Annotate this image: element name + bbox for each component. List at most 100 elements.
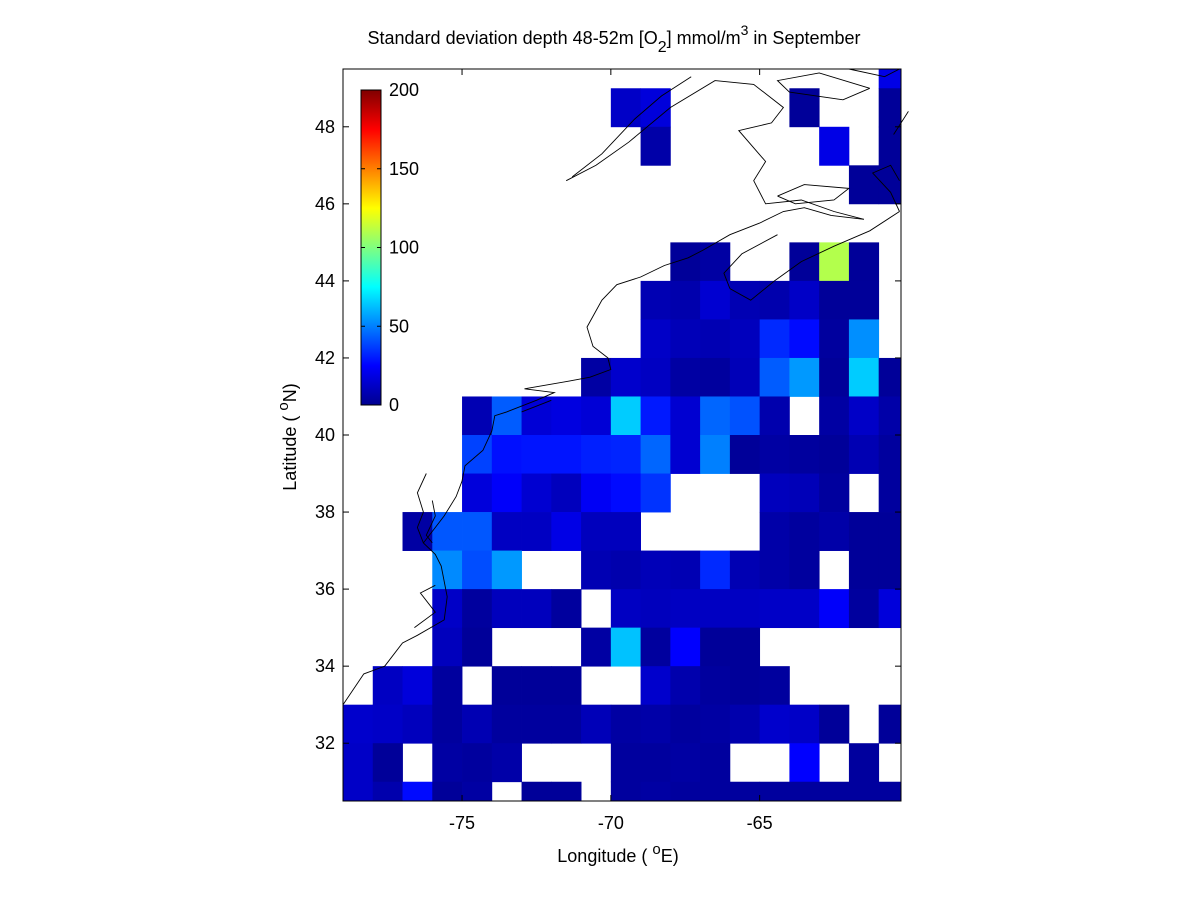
heatmap-cell bbox=[700, 781, 731, 802]
heatmap-cell bbox=[759, 589, 790, 629]
heatmap-cell bbox=[700, 550, 731, 590]
coastline bbox=[342, 68, 909, 705]
colorbar-ticks: 0 50 100 150 200 bbox=[361, 80, 419, 415]
heatmap-cell bbox=[640, 473, 671, 513]
heatmap-cell bbox=[581, 627, 612, 667]
heatmap-cell bbox=[759, 473, 790, 513]
heatmap-cell bbox=[819, 357, 850, 397]
heatmap-cell bbox=[848, 743, 880, 783]
heatmap-cell bbox=[670, 781, 701, 802]
chart-title: Standard deviation depth 48-52m [O2] mmo… bbox=[368, 22, 861, 56]
heatmap-cell bbox=[432, 781, 463, 802]
heatmap-cell bbox=[848, 280, 880, 320]
heatmap-cell bbox=[402, 704, 433, 744]
heatmap-cell bbox=[551, 781, 582, 802]
heatmap-cell bbox=[878, 126, 902, 166]
heatmap-cell bbox=[372, 743, 403, 783]
heatmap-cell bbox=[759, 357, 790, 397]
heatmap-cell bbox=[700, 589, 731, 629]
heatmap-cell bbox=[670, 550, 701, 590]
y-tick-label: 48 bbox=[315, 117, 335, 137]
heatmap-cell bbox=[640, 666, 671, 706]
y-tick-label: 36 bbox=[315, 579, 335, 599]
coastline-path bbox=[571, 76, 692, 178]
heatmap-cell bbox=[878, 781, 902, 802]
heatmap-cell bbox=[789, 242, 820, 282]
heatmap-cell bbox=[462, 589, 493, 629]
heatmap-cell bbox=[789, 512, 820, 551]
heatmap-cell bbox=[640, 357, 671, 397]
x-tick-label: -70 bbox=[598, 813, 624, 833]
heatmap-cell bbox=[521, 396, 552, 436]
heatmap-cell bbox=[729, 704, 761, 744]
heatmap-cell bbox=[848, 435, 880, 474]
heatmap-cell bbox=[462, 704, 493, 744]
heatmap-cell bbox=[789, 589, 820, 629]
heatmap-cell bbox=[878, 550, 902, 590]
heatmap-cell bbox=[610, 550, 641, 590]
heatmap-cell bbox=[848, 781, 880, 802]
colorbar-tick-label: 50 bbox=[389, 316, 409, 336]
heatmap-cell bbox=[432, 743, 463, 783]
y-tick-label: 40 bbox=[315, 425, 335, 445]
heatmap-cell bbox=[432, 589, 463, 629]
heatmap-cell bbox=[402, 781, 433, 802]
coastline-path bbox=[565, 80, 864, 220]
heatmap-cell bbox=[491, 396, 522, 436]
heatmap-cell bbox=[700, 280, 731, 320]
heatmap-cell bbox=[700, 396, 731, 436]
heatmap-cell bbox=[759, 435, 790, 474]
heatmap-cell bbox=[700, 627, 731, 667]
coastline-path bbox=[342, 207, 864, 705]
colorbar-tick-label: 200 bbox=[389, 80, 419, 100]
heatmap-cell bbox=[848, 589, 880, 629]
colorbar: 0 50 100 150 200 bbox=[360, 80, 419, 415]
heatmap-cell bbox=[521, 704, 552, 744]
heatmap-cell bbox=[878, 69, 902, 89]
colorbar-tick-label: 150 bbox=[389, 159, 419, 179]
heatmap-cell bbox=[491, 743, 522, 783]
y-tick-label: 34 bbox=[315, 656, 335, 676]
y-tick-label: 44 bbox=[315, 271, 335, 291]
heatmap-cell bbox=[343, 743, 374, 783]
heatmap-cell bbox=[491, 473, 522, 513]
heatmap-cell bbox=[819, 473, 850, 513]
heatmap-cell bbox=[462, 512, 493, 551]
heatmap-cell bbox=[491, 704, 522, 744]
heatmap-cell bbox=[878, 165, 902, 205]
heatmap-cell bbox=[610, 357, 641, 397]
heatmap-cell bbox=[729, 627, 761, 667]
heatmap-cell bbox=[610, 781, 641, 802]
heatmap-cell bbox=[640, 704, 671, 744]
heatmap-cell bbox=[819, 435, 850, 474]
heatmap-cell bbox=[759, 666, 790, 706]
heatmap-cell bbox=[878, 512, 902, 551]
heatmap-cell bbox=[878, 473, 902, 513]
heatmap-cell bbox=[491, 550, 522, 590]
heatmap-cell bbox=[729, 435, 761, 474]
heatmap-cell bbox=[581, 473, 612, 513]
coastline-path bbox=[521, 399, 552, 413]
coastline-path bbox=[776, 72, 870, 101]
coastline-path bbox=[848, 68, 900, 78]
heatmap-cell bbox=[640, 781, 671, 802]
y-tick-label: 46 bbox=[315, 194, 335, 214]
heatmap-cell bbox=[819, 781, 850, 802]
colorbar-tick-label: 100 bbox=[389, 238, 419, 258]
heatmap-cell bbox=[700, 319, 731, 359]
heatmap-cell bbox=[848, 319, 880, 359]
heatmap-cell bbox=[610, 743, 641, 783]
heatmap-cell bbox=[878, 396, 902, 436]
heatmap-cell bbox=[640, 396, 671, 436]
heatmap-cell bbox=[432, 627, 463, 667]
heatmap-cell bbox=[848, 242, 880, 282]
y-tick-label: 42 bbox=[315, 348, 335, 368]
heatmap-cell bbox=[700, 242, 731, 282]
heatmap-cell bbox=[819, 280, 850, 320]
heatmap-cell bbox=[729, 280, 761, 320]
heatmap-cell bbox=[878, 589, 902, 629]
heatmap-cell bbox=[491, 435, 522, 474]
heatmap-cell bbox=[700, 743, 731, 783]
heatmap-cell bbox=[670, 666, 701, 706]
heatmap-cell bbox=[789, 319, 820, 359]
